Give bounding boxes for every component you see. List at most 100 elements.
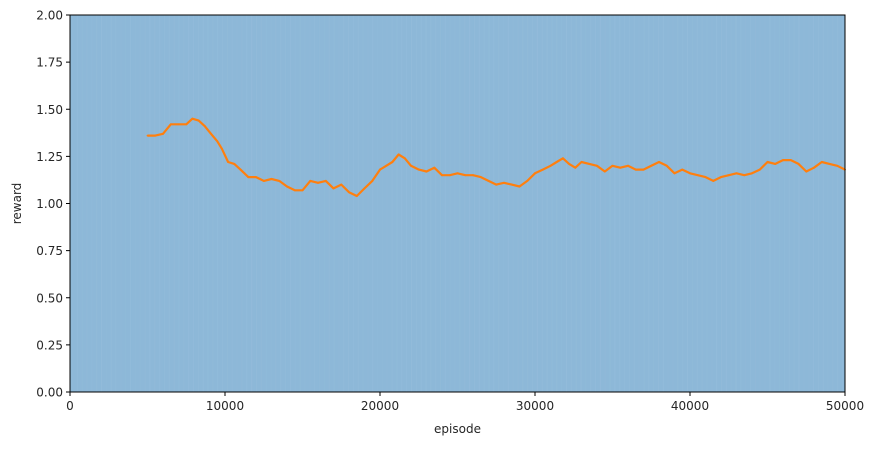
series-point	[642, 168, 645, 171]
series-point	[562, 157, 564, 160]
series-point	[255, 176, 257, 179]
series-point	[210, 132, 212, 135]
x-axis-ticks: 0 10000 20000 30000 40000 50000	[66, 392, 864, 413]
series-point	[836, 164, 839, 167]
series-point	[673, 172, 676, 175]
series-point	[197, 119, 200, 122]
series-point	[177, 123, 180, 126]
series-point	[417, 168, 420, 171]
series-point	[286, 185, 288, 188]
series-point	[169, 123, 172, 126]
series-point	[332, 187, 335, 190]
series-point	[464, 174, 467, 177]
series-point	[270, 178, 273, 180]
series-point	[689, 172, 691, 175]
series-point	[555, 161, 558, 163]
series-point	[766, 161, 769, 163]
series-points	[146, 117, 846, 197]
series-point	[324, 180, 327, 182]
series-point	[696, 174, 699, 177]
series-point	[309, 180, 312, 182]
series-point	[611, 164, 614, 167]
series-point	[472, 174, 474, 177]
x-tick-label: 10000	[206, 399, 244, 413]
series-point	[720, 176, 722, 179]
series-point	[518, 185, 521, 188]
series-point	[727, 174, 730, 177]
y-axis-ticks: 0.00 0.25 0.50 0.75 1.00 1.25 1.50 1.75 2.00	[36, 9, 70, 400]
series-point	[534, 172, 536, 175]
series-point	[301, 189, 304, 192]
series-point	[233, 163, 236, 165]
series-point	[805, 170, 808, 173]
series-point	[758, 168, 761, 171]
series-point	[774, 163, 777, 165]
series-point	[574, 166, 577, 169]
x-tick-label: 40000	[671, 399, 709, 413]
series-point	[293, 189, 296, 192]
series-point	[403, 157, 406, 160]
series-point	[397, 153, 400, 156]
series-point	[227, 161, 230, 163]
series-point	[596, 164, 598, 167]
series-point	[355, 195, 358, 197]
x-tick-label: 0	[66, 399, 74, 413]
x-tick-label: 50000	[826, 399, 864, 413]
series-point	[247, 176, 250, 179]
series-point	[681, 168, 684, 171]
series-point	[340, 183, 343, 186]
series-point	[619, 166, 622, 169]
series-point	[433, 166, 436, 169]
series-point	[146, 134, 149, 137]
y-tick-label: 1.25	[36, 150, 63, 164]
series-point	[216, 140, 219, 143]
series-point	[526, 180, 529, 182]
series-point	[239, 168, 242, 171]
series-point	[704, 176, 707, 179]
x-tick-label: 30000	[516, 399, 554, 413]
plot-frame	[69, 14, 846, 393]
series-point	[789, 159, 792, 162]
y-tick-label: 0.50	[36, 291, 63, 305]
y-tick-label: 2.00	[36, 9, 63, 23]
y-axis-label: reward	[10, 183, 24, 225]
series-point	[262, 180, 265, 182]
x-axis-label: episode	[434, 422, 481, 436]
series-point	[627, 164, 629, 167]
series-point	[191, 117, 194, 120]
y-tick-label: 1.75	[36, 56, 63, 70]
series-point	[549, 164, 552, 167]
series-point	[658, 161, 660, 163]
series-point	[650, 164, 653, 167]
series-point	[782, 159, 784, 162]
series-point	[317, 181, 319, 184]
series-point	[813, 166, 815, 169]
series-point	[278, 180, 281, 182]
series-point	[154, 134, 157, 137]
series-point	[391, 161, 394, 163]
series-point	[495, 183, 498, 186]
series-point	[751, 172, 753, 175]
series-point	[203, 125, 206, 128]
series-point	[371, 180, 374, 182]
series-point	[510, 183, 513, 186]
series-point	[441, 174, 443, 177]
series-point	[665, 164, 668, 167]
series-point	[348, 191, 350, 194]
raw-reward-band	[70, 15, 845, 392]
series-point	[363, 187, 366, 190]
series-point	[503, 181, 505, 184]
series-point	[743, 174, 746, 177]
series-point	[448, 174, 451, 177]
series-point	[379, 168, 381, 171]
series-point	[634, 168, 637, 171]
series-point	[487, 180, 490, 182]
series-point	[820, 161, 823, 163]
y-tick-label: 1.00	[36, 197, 63, 211]
series-point	[456, 172, 459, 175]
series-point	[185, 123, 188, 126]
series-point	[828, 163, 831, 165]
y-tick-label: 0.00	[36, 386, 63, 400]
